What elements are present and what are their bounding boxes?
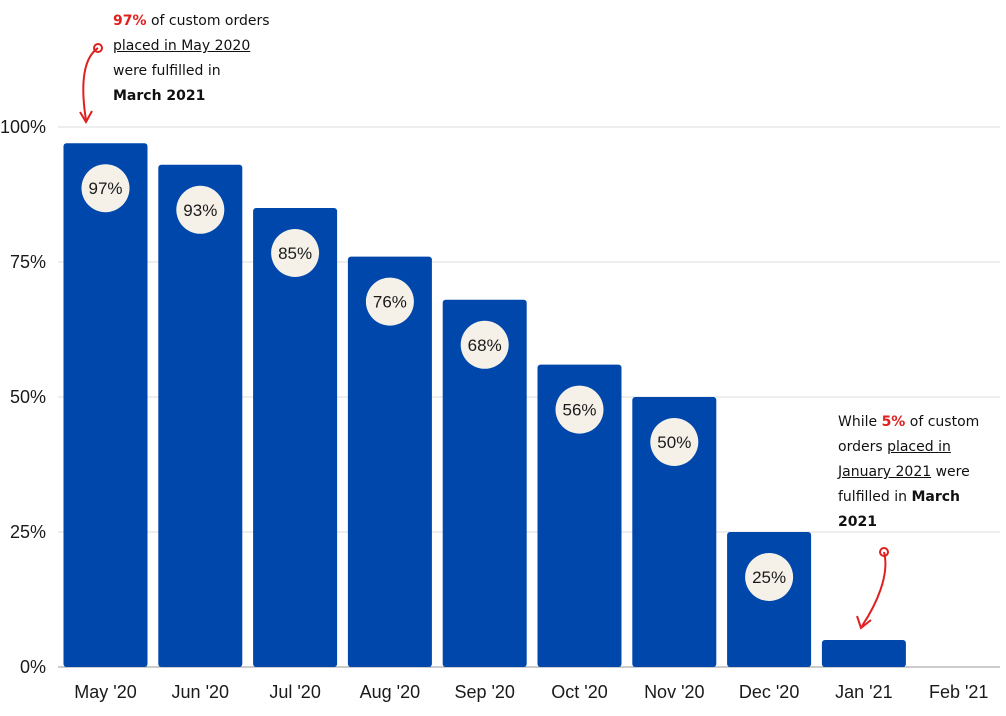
x-tick-label: Nov '20 bbox=[644, 682, 704, 702]
data-label: 50% bbox=[657, 433, 691, 452]
bottom-annotation-arrow-head bbox=[856, 615, 872, 630]
bar bbox=[442, 299, 527, 667]
x-tick-label: Feb '21 bbox=[929, 682, 988, 702]
x-tick-label: Jun '20 bbox=[172, 682, 229, 702]
x-tick-label: Dec '20 bbox=[739, 682, 799, 702]
top-annotation-line2: placed in May 2020 bbox=[113, 38, 251, 54]
y-tick-label: 50% bbox=[10, 387, 46, 407]
bar-data-labels: 97% 93% 85% 76% 68% 56% 50% 25% bbox=[81, 164, 794, 601]
top-annotation-line4: March 2021 bbox=[113, 88, 206, 104]
x-tick-label: May '20 bbox=[74, 682, 136, 702]
y-tick-label: 100% bbox=[0, 117, 46, 137]
data-label-bubble bbox=[460, 320, 509, 369]
y-tick-label: 75% bbox=[10, 252, 46, 272]
bottom-annotation: While 5% of custom orders placed in Janu… bbox=[838, 410, 979, 535]
bar bbox=[821, 640, 906, 667]
bottom-annotation-march: March bbox=[911, 489, 961, 505]
bottom-annotation-fulfilled: fulfilled in bbox=[838, 489, 912, 505]
bar bbox=[347, 256, 432, 667]
annotation-arrows bbox=[79, 43, 889, 630]
bottom-annotation-arrow-start bbox=[879, 547, 889, 557]
top-annotation-arrow-start bbox=[93, 43, 103, 53]
x-tick-label: Oct '20 bbox=[551, 682, 607, 702]
x-tick-label: Aug '20 bbox=[360, 682, 421, 702]
top-annotation-arrow-head bbox=[79, 110, 93, 125]
data-label: 56% bbox=[562, 401, 596, 420]
bottom-annotation-orders: orders bbox=[838, 439, 888, 455]
x-tick-label: Sep '20 bbox=[454, 682, 515, 702]
top-annotation-line3: were fulfilled in bbox=[113, 63, 221, 79]
data-label-bubble bbox=[81, 164, 130, 213]
data-label: 76% bbox=[373, 293, 407, 312]
bars bbox=[63, 143, 906, 668]
bar bbox=[537, 364, 622, 667]
bottom-annotation-month: January 2021 bbox=[838, 464, 932, 480]
top-annotation-arrow bbox=[82, 47, 99, 121]
bottom-annotation-pct: 5% bbox=[881, 414, 906, 430]
bar bbox=[63, 143, 148, 667]
top-annotation-pct: 97% bbox=[113, 13, 147, 29]
bottom-annotation-year: 2021 bbox=[838, 514, 877, 530]
y-tick-label: 25% bbox=[10, 522, 46, 542]
top-annotation: 97% of custom orders placed in May 2020 … bbox=[113, 9, 270, 109]
y-axis-ticks: 0% 25% 50% 75% 100% bbox=[0, 117, 46, 677]
data-label: 68% bbox=[468, 336, 502, 355]
data-label-bubble bbox=[555, 385, 604, 434]
data-label-bubble bbox=[176, 185, 225, 234]
data-label: 97% bbox=[88, 179, 122, 198]
top-annotation-line1: of custom orders bbox=[146, 13, 270, 29]
bottom-annotation-arrow bbox=[861, 551, 887, 627]
bottom-annotation-were: were bbox=[931, 464, 970, 480]
bar bbox=[158, 164, 243, 668]
bottom-annotation-placed-in: placed in bbox=[887, 439, 951, 455]
x-axis-ticks: May '20 Jun '20 Jul '20 Aug '20 Sep '20 Oct '… bbox=[74, 682, 988, 702]
data-label-bubble bbox=[271, 229, 320, 277]
data-label: 93% bbox=[183, 201, 217, 220]
data-label-bubble bbox=[650, 418, 699, 466]
bar bbox=[632, 397, 717, 667]
data-label: 85% bbox=[278, 244, 312, 263]
x-tick-label: Jan '21 bbox=[835, 682, 892, 702]
y-tick-label: 0% bbox=[20, 657, 46, 677]
bottom-annotation-of-custom: of custom bbox=[905, 414, 980, 430]
bottom-annotation-while: While bbox=[838, 414, 882, 430]
data-label-bubble bbox=[365, 277, 414, 326]
x-tick-label: Jul '20 bbox=[269, 682, 320, 702]
data-label: 25% bbox=[752, 568, 786, 587]
bar bbox=[253, 208, 338, 667]
data-label-bubble bbox=[745, 553, 794, 601]
